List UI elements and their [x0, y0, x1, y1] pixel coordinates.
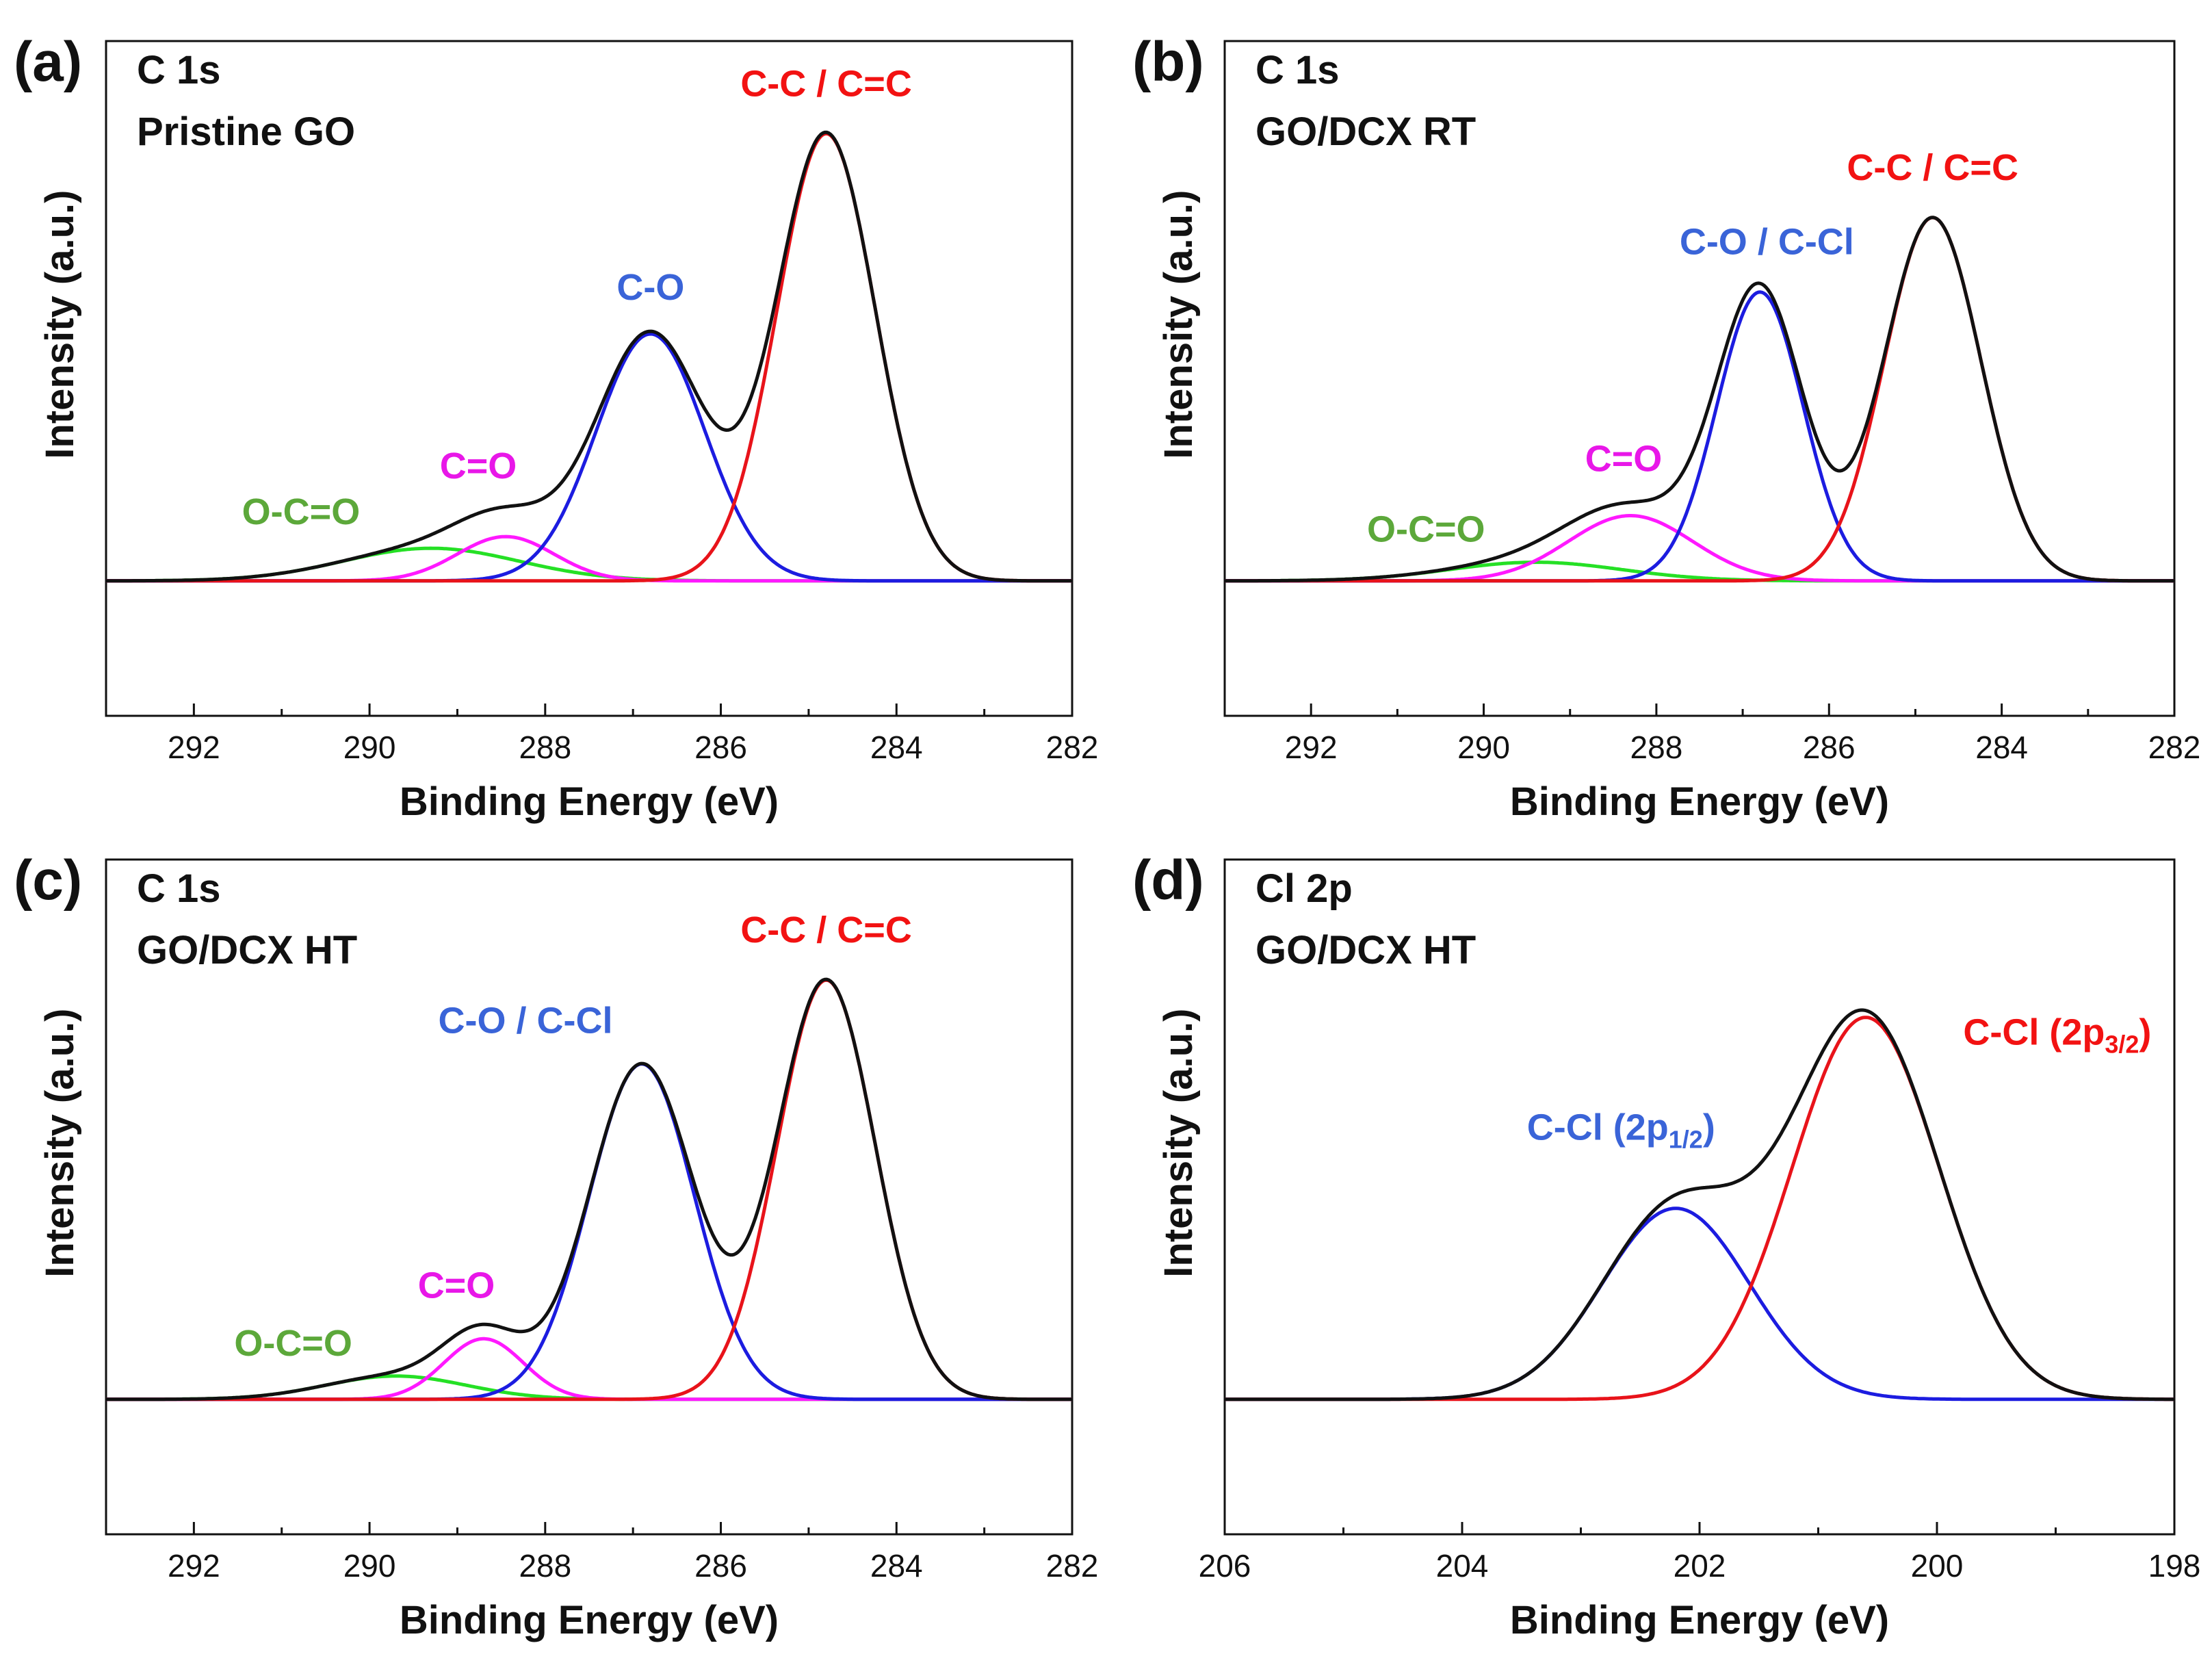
peak-label: O-C=O	[234, 1323, 352, 1364]
panel-a: 292 290 288 286 284 282 Binding Energy (eV) Int…	[14, 31, 1098, 824]
peak-label: O-C=O	[1367, 509, 1485, 550]
x-tick-label: 286	[694, 1548, 747, 1584]
x-tick-label: 290	[1457, 730, 1510, 765]
peak-label: C-C / C=C	[740, 63, 912, 104]
x-tick-label: 206	[1199, 1548, 1251, 1584]
x-axis-label: Binding Energy (eV)	[400, 1598, 779, 1642]
envelope-curve	[106, 130, 1072, 583]
x-axis-label: Binding Energy (eV)	[1510, 779, 1889, 824]
y-axis-label: Intensity (a.u.)	[1156, 1009, 1201, 1278]
panel-title-line: GO/DCX RT	[1255, 109, 1476, 154]
envelope-curve	[1225, 1008, 2174, 1402]
panel-letter: (b)	[1132, 31, 1204, 93]
panel-title-line: C 1s	[137, 48, 221, 92]
peak-label: C-O / C-Cl	[439, 1001, 613, 1042]
x-tick-label: 286	[1803, 730, 1856, 765]
peak-label: C-C / C=C	[1847, 147, 2018, 188]
x-tick-label: 282	[1046, 730, 1099, 765]
x-tick-label: 286	[694, 730, 747, 765]
x-tick-label: 292	[168, 1548, 220, 1584]
x-tick-label: 200	[1911, 1548, 1964, 1584]
peak-label: C-Cl (2p3/2)	[1963, 1012, 2151, 1059]
envelope-curve	[106, 977, 1072, 1402]
y-axis-label: Intensity (a.u.)	[38, 190, 82, 459]
envelope-curve	[1225, 216, 2174, 583]
panel-title-line: GO/DCX HT	[1255, 928, 1476, 972]
x-tick-label: 290	[343, 1548, 396, 1584]
peak-label: C=O	[440, 446, 517, 487]
panel-d: 206 204 202 200 198 Binding Energy (eV) Intens…	[1132, 849, 2200, 1642]
peak-label: C=O	[418, 1265, 495, 1306]
y-axis-label: Intensity (a.u.)	[38, 1009, 82, 1278]
x-axis-label: Binding Energy (eV)	[400, 779, 779, 824]
x-tick-label: 290	[343, 730, 396, 765]
panel-title-line: Cl 2p	[1255, 866, 1353, 911]
y-axis-label: Intensity (a.u.)	[1156, 190, 1201, 459]
x-tick-label: 288	[519, 1548, 571, 1584]
panel-b: 292 290 288 286 284 282 Binding Energy (eV) Int…	[1132, 31, 2200, 824]
x-tick-label: 202	[1674, 1548, 1726, 1584]
x-tick-label: 284	[870, 1548, 923, 1584]
x-tick-label: 198	[2148, 1548, 2201, 1584]
panel-letter: (d)	[1132, 849, 1204, 912]
plot-frame	[105, 858, 1074, 1536]
x-tick-label: 292	[168, 730, 220, 765]
peak-label: C=O	[1585, 438, 1663, 479]
panel-title-line: GO/DCX HT	[137, 928, 357, 972]
x-tick-label: 292	[1285, 730, 1338, 765]
panel-letter: (a)	[14, 31, 82, 93]
plot-frame	[1223, 40, 2176, 717]
x-tick-label: 282	[2148, 730, 2201, 765]
panel-letter: (c)	[14, 849, 82, 912]
x-tick-label: 288	[1630, 730, 1683, 765]
panel-title-line: Pristine GO	[137, 109, 355, 154]
x-tick-label: 284	[870, 730, 923, 765]
panel-title-line: C 1s	[137, 866, 221, 911]
panel-c: 292 290 288 286 284 282 Binding Energy (eV) Int…	[14, 849, 1098, 1642]
x-tick-label: 284	[1975, 730, 2028, 765]
peak-label: O-C=O	[242, 491, 361, 532]
peak-label: C-O / C-Cl	[1680, 222, 1854, 263]
x-tick-label: 288	[519, 730, 571, 765]
x-axis-label: Binding Energy (eV)	[1510, 1598, 1889, 1642]
plot-frame	[105, 40, 1074, 717]
x-tick-label: 204	[1436, 1548, 1489, 1584]
x-tick-label: 282	[1046, 1548, 1099, 1584]
peak-label: C-Cl (2p1/2)	[1527, 1107, 1715, 1154]
panel-title-line: C 1s	[1255, 48, 1340, 92]
peak-label: C-O	[616, 267, 684, 308]
peak-label: C-C / C=C	[740, 909, 912, 951]
